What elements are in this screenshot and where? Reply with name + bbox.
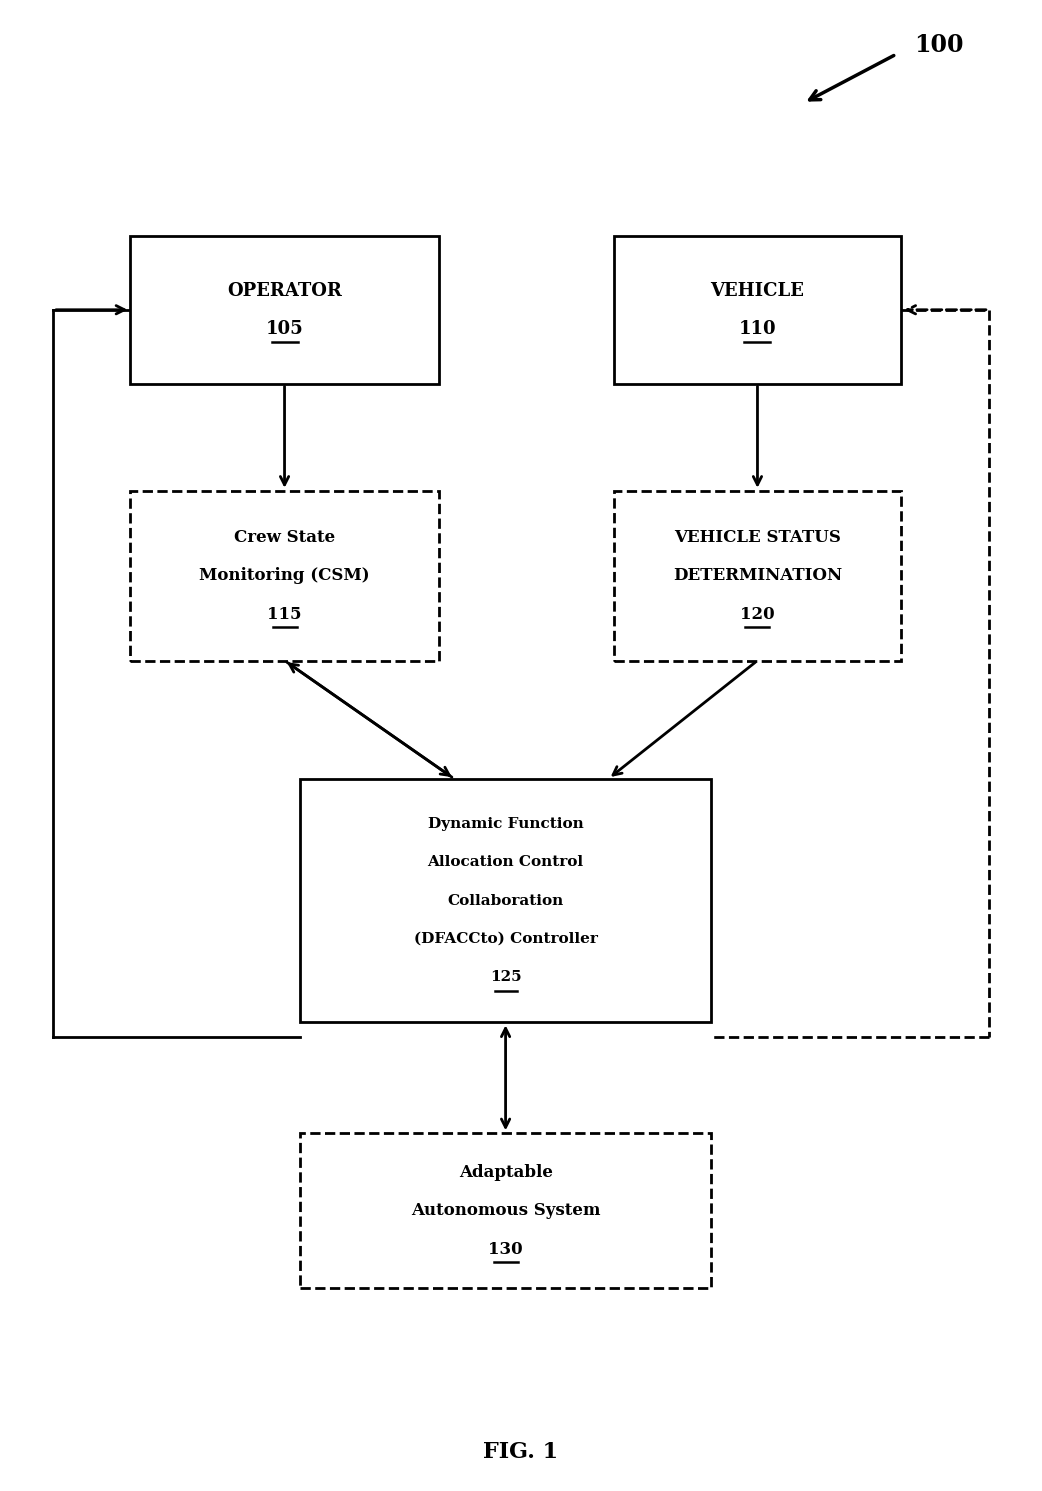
- Text: 115: 115: [268, 605, 302, 623]
- Text: 120: 120: [740, 605, 775, 623]
- Bar: [130, 236, 439, 383]
- Bar: [614, 491, 901, 661]
- Text: VEHICLE: VEHICLE: [711, 282, 804, 300]
- Bar: [300, 1133, 712, 1288]
- Text: Collaboration: Collaboration: [447, 893, 564, 908]
- Text: Allocation Control: Allocation Control: [427, 856, 584, 869]
- Text: OPERATOR: OPERATOR: [227, 282, 342, 300]
- Text: Monitoring (CSM): Monitoring (CSM): [199, 567, 370, 584]
- Text: VEHICLE STATUS: VEHICLE STATUS: [674, 529, 841, 546]
- Text: 110: 110: [739, 321, 776, 338]
- Text: 130: 130: [489, 1241, 523, 1258]
- Bar: [130, 491, 439, 661]
- Text: DETERMINATION: DETERMINATION: [673, 567, 842, 584]
- Text: 125: 125: [490, 971, 521, 984]
- Text: FIG. 1: FIG. 1: [483, 1440, 559, 1463]
- Text: 100: 100: [914, 33, 963, 57]
- Text: Dynamic Function: Dynamic Function: [427, 817, 584, 830]
- Text: Autonomous System: Autonomous System: [411, 1202, 600, 1220]
- Text: Adaptable: Adaptable: [458, 1164, 552, 1181]
- Bar: [614, 236, 901, 383]
- Text: (DFACCto) Controller: (DFACCto) Controller: [414, 932, 597, 945]
- Text: Crew State: Crew State: [234, 529, 336, 546]
- Text: 105: 105: [266, 321, 303, 338]
- Bar: [300, 778, 712, 1023]
